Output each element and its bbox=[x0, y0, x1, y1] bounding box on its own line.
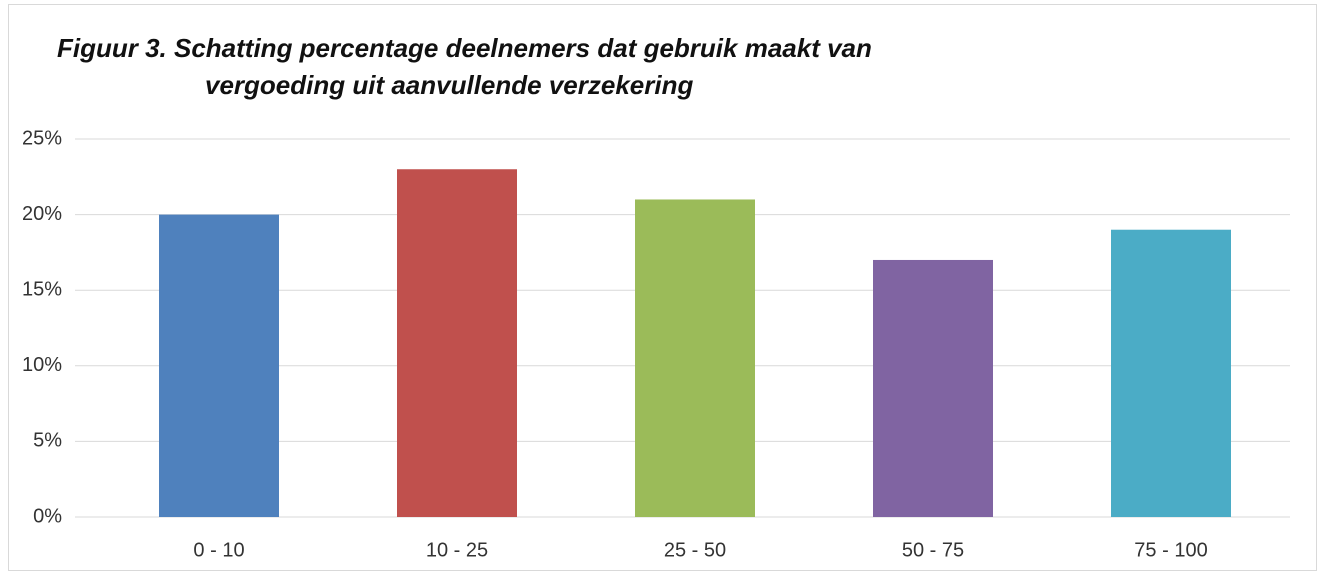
bar bbox=[873, 259, 993, 517]
y-tick-label: 15% bbox=[22, 278, 62, 300]
x-tick-label: 50 - 75 bbox=[902, 539, 964, 561]
bar bbox=[635, 199, 755, 518]
bar bbox=[1111, 229, 1231, 517]
bar bbox=[397, 169, 517, 518]
x-tick-label: 0 - 10 bbox=[193, 539, 244, 561]
chart-title: vergoeding uit aanvullende verzekering bbox=[205, 70, 693, 100]
y-tick-label: 0% bbox=[33, 505, 62, 527]
y-tick-label: 25% bbox=[22, 127, 62, 149]
x-tick-label: 75 - 100 bbox=[1134, 539, 1207, 561]
x-tick-label: 10 - 25 bbox=[426, 539, 488, 561]
x-tick-label: 25 - 50 bbox=[664, 539, 726, 561]
y-tick-label: 20% bbox=[22, 203, 62, 225]
chart-title: Figuur 3. Schatting percentage deelnemer… bbox=[57, 33, 872, 63]
bar bbox=[159, 214, 279, 517]
y-tick-label: 5% bbox=[33, 430, 62, 452]
y-tick-label: 10% bbox=[22, 354, 62, 376]
